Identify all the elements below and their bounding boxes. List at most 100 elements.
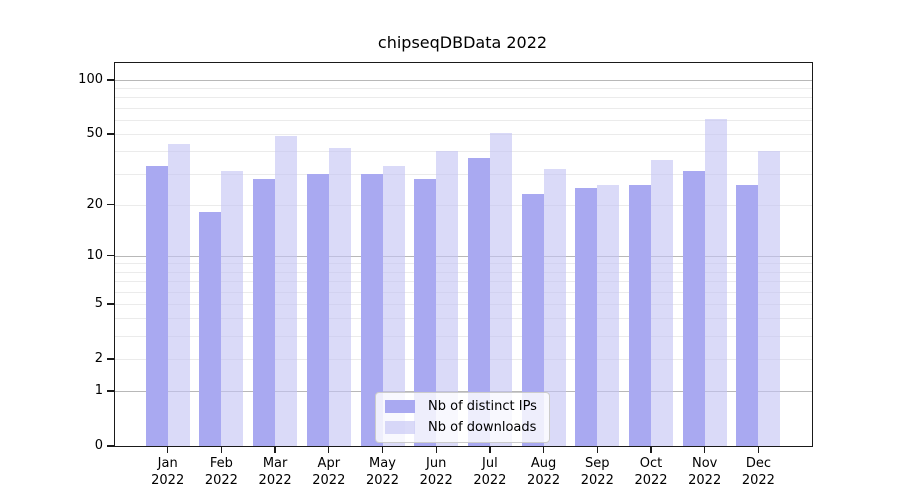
bar-downloads-jun xyxy=(436,151,459,446)
x-label-month-oct: Oct xyxy=(639,456,663,471)
gridline-minor-3 xyxy=(115,336,812,337)
x-tick-sep xyxy=(596,446,598,453)
bar-distinct-ips-apr xyxy=(306,173,329,446)
x-label-month-aug: Aug xyxy=(530,456,557,471)
gridline-minor-20 xyxy=(115,204,812,206)
gridline-major-100 xyxy=(115,79,812,81)
x-label-year-sep: 2022 xyxy=(580,473,614,488)
bar-distinct-ips-nov xyxy=(682,171,705,446)
x-label-month-apr: Apr xyxy=(317,456,341,471)
gridline-minor-9 xyxy=(115,263,812,265)
x-label-month-sep: Sep xyxy=(585,456,610,471)
y-tick-0 xyxy=(107,445,114,447)
x-tick-label-jun: Jun 2022 xyxy=(404,455,468,489)
x-tick-label-may: May 2022 xyxy=(351,455,415,489)
bar-downloads-nov xyxy=(704,118,727,446)
x-label-year-oct: 2022 xyxy=(634,473,668,488)
y-tick-5 xyxy=(107,303,114,305)
gridline-minor-90 xyxy=(115,88,812,90)
x-tick-jul xyxy=(489,446,491,453)
x-tick-apr xyxy=(328,446,330,453)
gridline-minor-6 xyxy=(115,291,812,293)
legend-item-distinct-ips: Nb of distinct IPs xyxy=(385,399,537,414)
x-label-year-apr: 2022 xyxy=(312,473,346,488)
x-label-month-mar: Mar xyxy=(262,456,288,471)
bar-downloads-jan xyxy=(167,144,190,446)
plot-area: 0 1 2 5 10 20 50 100 Jan 2022 Feb 2022 Mar 2022 Apr 202… xyxy=(78,62,813,488)
bar-downloads-sep xyxy=(597,184,620,446)
gridline-minor-7 xyxy=(115,281,812,283)
x-label-year-mar: 2022 xyxy=(258,473,292,488)
y-tick-100 xyxy=(107,79,114,81)
legend-swatch-distinct-ips xyxy=(385,400,415,413)
y-tick-20 xyxy=(107,203,114,206)
gridline-minor-40 xyxy=(115,151,812,153)
bar-downloads-dec xyxy=(758,151,781,446)
x-tick-label-dec: Dec 2022 xyxy=(726,455,790,489)
x-label-year-may: 2022 xyxy=(365,473,400,488)
bar-downloads-apr xyxy=(328,147,351,446)
bar-downloads-feb xyxy=(221,171,244,446)
x-label-year-jun: 2022 xyxy=(419,473,453,488)
x-tick-label-oct: Oct 2022 xyxy=(619,455,683,489)
gridline-minor-8 xyxy=(115,271,812,273)
bar-distinct-ips-mar xyxy=(253,178,276,446)
x-tick-label-apr: Apr 2022 xyxy=(297,455,361,489)
y-tick-label-50: 50 xyxy=(86,126,103,142)
x-tick-label-sep: Sep 2022 xyxy=(565,455,629,489)
bar-distinct-ips-jul xyxy=(467,157,490,446)
legend-item-downloads: Nb of downloads xyxy=(385,420,537,435)
gridline-minor-5 xyxy=(115,303,812,305)
x-tick-label-aug: Aug 2022 xyxy=(512,455,576,489)
x-label-year-dec: 2022 xyxy=(741,473,775,488)
x-tick-label-nov: Nov 2022 xyxy=(673,455,737,489)
x-label-month-nov: Nov xyxy=(692,456,718,471)
x-label-month-jan: Jan xyxy=(157,456,178,471)
gridline-minor-70 xyxy=(115,107,812,109)
gridline-minor-2 xyxy=(115,358,812,360)
x-tick-label-jul: Jul 2022 xyxy=(458,455,522,489)
bar-distinct-ips-feb xyxy=(199,212,222,446)
x-tick-jun xyxy=(435,446,437,453)
x-tick-jan xyxy=(167,446,169,453)
gridline-major-1 xyxy=(115,391,812,392)
x-tick-label-jan: Jan 2022 xyxy=(136,455,200,489)
y-tick-label-5: 5 xyxy=(94,295,103,311)
x-tick-dec xyxy=(757,446,760,453)
legend-swatch-downloads xyxy=(385,421,415,434)
x-tick-nov xyxy=(704,446,706,453)
x-tick-aug xyxy=(542,446,545,453)
y-tick-label-1: 1 xyxy=(94,383,103,398)
x-tick-oct xyxy=(650,446,652,453)
bar-downloads-jul xyxy=(489,132,512,446)
x-tick-may xyxy=(381,446,384,453)
x-label-month-jul: Jul xyxy=(482,456,498,471)
x-tick-label-mar: Mar 2022 xyxy=(243,455,307,489)
x-tick-label-feb: Feb 2022 xyxy=(189,455,253,489)
bar-distinct-ips-sep xyxy=(575,187,598,446)
x-label-month-may: May xyxy=(369,456,396,471)
y-tick-10 xyxy=(107,255,114,257)
bar-distinct-ips-aug xyxy=(521,193,544,446)
gridline-minor-30 xyxy=(115,173,812,175)
x-tick-mar xyxy=(274,446,276,453)
x-label-month-jun: Jun xyxy=(426,456,447,471)
x-label-year-feb: 2022 xyxy=(204,473,238,488)
bar-downloads-mar xyxy=(275,135,298,446)
gridline-minor-4 xyxy=(115,318,812,320)
bar-distinct-ips-oct xyxy=(629,184,651,446)
bar-distinct-ips-jan xyxy=(145,166,168,446)
gridline-minor-80 xyxy=(115,97,812,99)
bar-downloads-oct xyxy=(651,159,673,446)
x-label-year-nov: 2022 xyxy=(688,473,722,488)
legend-label-distinct-ips: Nb of distinct IPs xyxy=(428,399,537,414)
x-label-month-dec: Dec xyxy=(745,456,771,471)
bar-downloads-may xyxy=(382,166,405,446)
bar-distinct-ips-dec xyxy=(736,184,759,446)
x-label-year-jul: 2022 xyxy=(473,473,507,488)
x-label-year-aug: 2022 xyxy=(527,473,561,488)
chart-title: chipseqDBData 2022 xyxy=(377,33,548,52)
y-tick-1 xyxy=(107,390,114,392)
legend: Nb of distinct IPs Nb of downloads xyxy=(375,392,550,443)
